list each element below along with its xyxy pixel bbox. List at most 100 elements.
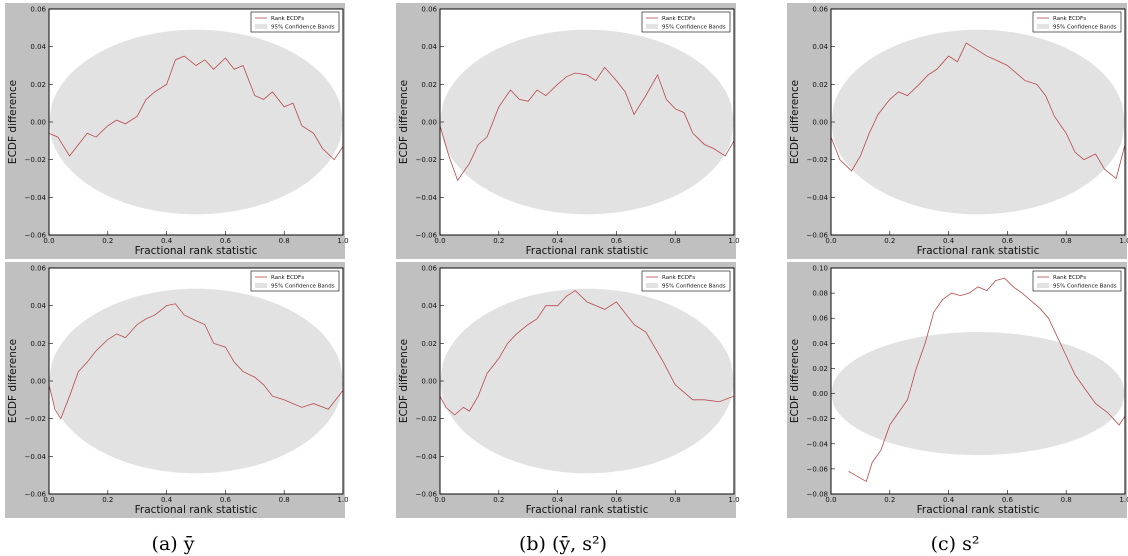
x-axis-label: Fractional rank statistic [917, 245, 1040, 257]
legend-entry-band: 95% Confidence Bands [1053, 284, 1117, 290]
legend-band-swatch [255, 283, 267, 288]
y-tick-label: −0.06 [25, 232, 47, 240]
y-tick-label: 0.00 [421, 119, 437, 127]
x-axis-label: Fractional rank statistic [917, 504, 1040, 516]
y-tick-label: 0.06 [812, 6, 828, 14]
x-tick-label: 0.8 [670, 496, 681, 504]
y-tick-label: 0.06 [30, 6, 46, 14]
caption-b: (b) (ȳ, s²) [519, 533, 607, 555]
y-tick-label: −0.06 [416, 491, 438, 499]
legend-entry-band: 95% Confidence Bands [271, 284, 335, 290]
y-tick-label: 0.02 [30, 340, 46, 348]
x-tick-label: 1.0 [337, 237, 348, 245]
confidence-band [440, 288, 734, 474]
ecdf-series-line [439, 66, 735, 182]
x-tick-label: 0.2 [884, 237, 895, 245]
x-tick-label: 0.4 [161, 237, 173, 245]
legend-entry-band: 95% Confidence Bands [662, 25, 726, 31]
y-tick-label: 0.04 [812, 43, 828, 51]
x-tick-label: 0.0 [43, 496, 54, 504]
y-tick-label: −0.02 [25, 156, 46, 164]
legend [250, 11, 340, 33]
y-tick-label: −0.04 [416, 194, 438, 202]
chart-panel-top-middle: 0.0 0.2 0.4 0.6 0.8 1.0 −0.06 −0.04 −0.02 0.00 0.0… [396, 3, 740, 259]
legend-entry-ecdf: Rank ECDFs [662, 275, 695, 281]
confidence-band [831, 29, 1125, 215]
x-tick-label: 0.0 [43, 237, 54, 245]
legend-entry-ecdf: Rank ECDFs [662, 16, 695, 22]
x-tick-label: 0.6 [611, 237, 623, 245]
legend [1032, 11, 1122, 33]
y-tick-label: 0.00 [30, 119, 46, 127]
y-tick-label: −0.06 [807, 232, 829, 240]
x-tick-label: 1.0 [728, 237, 739, 245]
x-tick-label: 0.0 [825, 237, 836, 245]
x-axis-label: Fractional rank statistic [526, 245, 649, 257]
ecdf-series-line [830, 42, 1126, 180]
x-tick-label: 0.8 [1061, 237, 1072, 245]
y-tick-label: 0.02 [421, 81, 437, 89]
y-tick-label: −0.02 [416, 156, 437, 164]
x-tick-label: 1.0 [1119, 496, 1128, 504]
x-tick-label: 0.2 [493, 237, 504, 245]
y-axis-label: ECDF difference [789, 80, 801, 164]
y-tick-label: −0.02 [807, 156, 828, 164]
y-tick-label: 0.02 [812, 365, 828, 373]
y-axis-label: ECDF difference [398, 80, 410, 164]
y-tick-label: 0.06 [812, 315, 828, 323]
y-tick-label: 0.02 [421, 340, 437, 348]
chart-panel-bottom-left: 0.0 0.2 0.4 0.6 0.8 1.0 −0.06 −0.04 −0.02 0.00 0.0… [5, 262, 349, 518]
legend-entry-ecdf: Rank ECDFs [1053, 16, 1086, 22]
legend [250, 270, 340, 292]
y-tick-label: 0.04 [812, 340, 828, 348]
x-tick-label: 0.4 [552, 237, 564, 245]
y-tick-label: 0.02 [30, 81, 46, 89]
chart-panel-top-right: 0.0 0.2 0.4 0.6 0.8 1.0 −0.06 −0.04 −0.02 0.00 0.0… [787, 3, 1128, 259]
x-tick-label: 0.4 [943, 237, 955, 245]
legend-band-swatch [1037, 24, 1049, 29]
y-tick-label: 0.00 [421, 378, 437, 386]
y-tick-label: −0.04 [416, 453, 438, 461]
y-tick-label: 0.04 [30, 43, 46, 51]
x-tick-label: 0.2 [102, 496, 113, 504]
x-tick-label: 0.8 [1061, 496, 1072, 504]
y-tick-label: −0.08 [807, 491, 828, 499]
ecdf-series-line [48, 55, 344, 161]
y-tick-label: 0.00 [812, 119, 828, 127]
x-tick-label: 0.0 [434, 237, 445, 245]
y-tick-label: −0.06 [416, 232, 438, 240]
legend [641, 270, 731, 292]
x-tick-label: 0.0 [825, 496, 836, 504]
x-tick-label: 0.6 [220, 496, 232, 504]
y-axis-label: ECDF difference [789, 339, 801, 423]
y-tick-label: −0.04 [807, 194, 829, 202]
y-tick-label: 0.04 [421, 43, 437, 51]
y-axis-label: ECDF difference [7, 339, 19, 423]
x-axis-label: Fractional rank statistic [135, 245, 258, 257]
y-tick-label: 0.04 [421, 302, 437, 310]
x-tick-label: 0.8 [670, 237, 681, 245]
y-tick-label: 0.08 [812, 290, 828, 298]
y-tick-label: 0.06 [421, 265, 437, 273]
x-tick-label: 0.6 [1002, 496, 1014, 504]
x-axis-label: Fractional rank statistic [135, 504, 258, 516]
y-tick-label: 0.06 [421, 6, 437, 14]
x-tick-label: 0.2 [102, 237, 113, 245]
x-tick-label: 0.2 [884, 496, 895, 504]
confidence-band [831, 332, 1125, 456]
x-tick-label: 1.0 [337, 496, 348, 504]
y-tick-label: −0.02 [807, 415, 828, 423]
y-axis-label: ECDF difference [7, 80, 19, 164]
y-tick-label: 0.06 [30, 265, 46, 273]
y-axis-label: ECDF difference [398, 339, 410, 423]
chart-panel-bottom-right: 0.0 0.2 0.4 0.6 0.8 1.0 −0.08 −0.06 −0.04 −0.02 0.… [787, 262, 1128, 518]
y-tick-label: 0.02 [812, 81, 828, 89]
legend-band-swatch [1037, 283, 1049, 288]
panels-group: 0.0 0.2 0.4 0.6 0.8 1.0 −0.06 −0.04 −0.02 0.00 0.0… [5, 3, 1128, 518]
caption-a: (a) ȳ [152, 533, 195, 555]
legend-band-swatch [646, 283, 658, 288]
confidence-band [49, 288, 343, 474]
caption-c: (c) s² [931, 533, 980, 555]
legend-entry-band: 95% Confidence Bands [1053, 25, 1117, 31]
